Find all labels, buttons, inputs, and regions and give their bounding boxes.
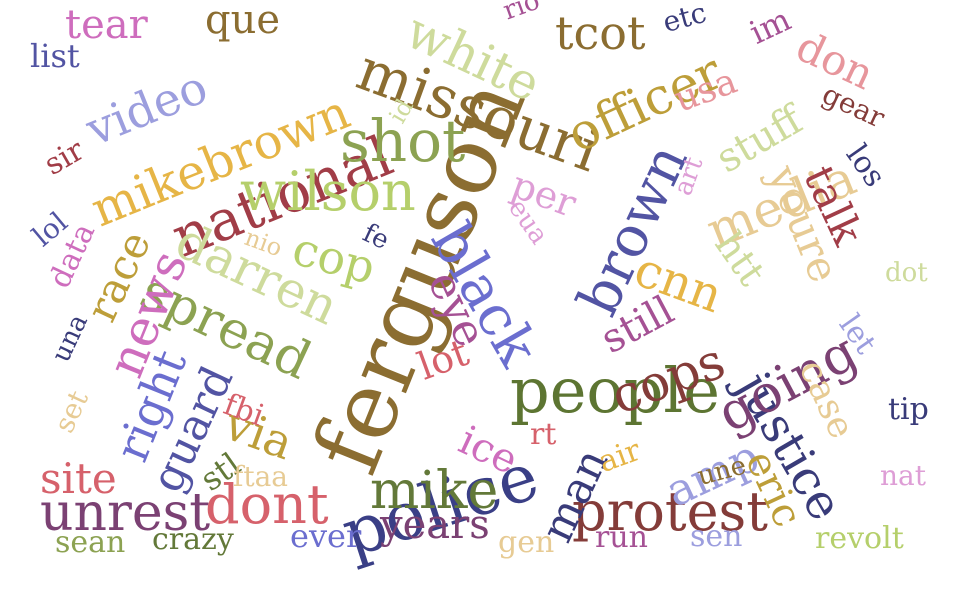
word-sir: sir bbox=[38, 132, 91, 183]
word-unrest: unrest bbox=[40, 483, 211, 543]
word-sean: sean bbox=[55, 525, 126, 560]
word-que: que bbox=[205, 0, 281, 43]
word-ftaa: ftaa bbox=[233, 460, 289, 493]
word-una: una bbox=[46, 309, 95, 367]
word-etc: etc bbox=[659, 0, 710, 39]
word-ever: ever bbox=[290, 517, 362, 555]
word-wilson: wilson bbox=[240, 160, 416, 223]
word-run: run bbox=[595, 520, 648, 555]
word-years: years bbox=[380, 502, 490, 548]
word-dont: dont bbox=[205, 473, 329, 536]
word-nat: nat bbox=[880, 459, 926, 492]
word-sen: sen bbox=[690, 519, 743, 554]
word-gear: gear bbox=[817, 77, 890, 135]
word-video: video bbox=[78, 59, 215, 157]
word-rt: rt bbox=[530, 417, 557, 452]
word-tip: tip bbox=[888, 392, 929, 427]
word-shot: shot bbox=[340, 107, 466, 175]
word-site: site bbox=[40, 454, 117, 503]
word-air: air bbox=[593, 432, 646, 481]
word-mike: mike bbox=[370, 461, 499, 521]
word-revolt: revolt bbox=[815, 521, 904, 556]
word-set: set bbox=[47, 385, 96, 438]
word-rio: rio bbox=[499, 0, 544, 27]
word-tear: tear bbox=[65, 2, 148, 48]
word-list: list bbox=[30, 37, 80, 75]
word-tcot: tcot bbox=[555, 6, 646, 60]
word-dot: dot bbox=[885, 258, 928, 288]
word-crazy: crazy bbox=[152, 522, 234, 557]
word-people: people bbox=[510, 354, 720, 427]
word-im: im bbox=[743, 0, 797, 52]
word-protest: protest bbox=[572, 480, 768, 543]
word-gen: gen bbox=[498, 525, 555, 560]
